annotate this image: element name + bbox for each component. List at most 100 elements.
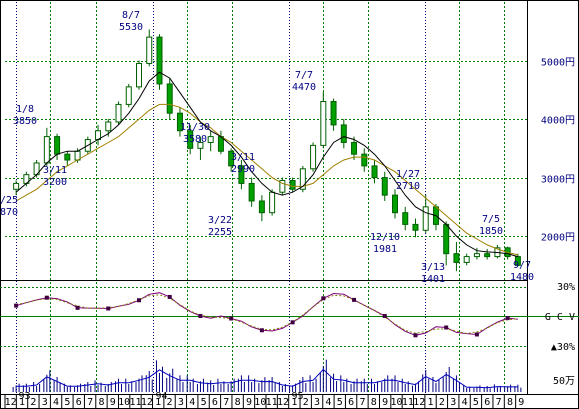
candle-up <box>13 182 20 190</box>
annotation-value: 2710 <box>396 181 420 192</box>
candle-up <box>136 62 142 88</box>
annotation-value: 1401 <box>421 274 445 285</box>
annotation-date: 9/7 <box>513 260 531 271</box>
month-label: 8 <box>371 397 377 408</box>
candle-down <box>238 165 245 184</box>
month-label: 7 <box>496 397 502 408</box>
year-mark: 95 <box>292 391 304 402</box>
candle-down <box>166 83 173 114</box>
month-label: 7 <box>87 397 93 408</box>
candle-down <box>156 36 163 85</box>
candle-up <box>299 168 306 190</box>
candle-down <box>248 182 255 202</box>
price-tick-label: 4000円 <box>541 116 575 127</box>
month-label: 12 <box>413 397 425 408</box>
annotation-value: 4470 <box>292 82 316 93</box>
month-label: 1 <box>291 397 297 408</box>
candle-down <box>64 153 71 161</box>
candle-up <box>279 180 286 193</box>
year-mark: 94 <box>156 391 168 402</box>
month-label: 4 <box>325 397 331 408</box>
moving-average-short <box>15 71 519 258</box>
month-label: 4 <box>189 397 195 408</box>
candle-up <box>125 86 132 105</box>
price-tick-label: 5000円 <box>541 58 575 69</box>
month-label: 9 <box>382 397 388 408</box>
month-label: 2 <box>439 397 445 408</box>
candle-down <box>392 194 398 214</box>
month-label: 9 <box>518 397 524 408</box>
oscillator-marker <box>321 296 326 301</box>
candle-up <box>146 36 153 64</box>
annotation-value: 3850 <box>13 116 37 127</box>
candle-down <box>289 180 296 190</box>
osc-upper-label: 30% <box>557 282 575 293</box>
annotation-date: 7/25 <box>0 195 18 206</box>
annotation-value: 3200 <box>43 177 67 188</box>
month-label: 12 <box>141 397 153 408</box>
month-label: 4 <box>53 397 59 408</box>
candle-up <box>310 144 317 170</box>
month-label: 1 <box>19 397 25 408</box>
candle-up <box>43 136 50 164</box>
oscillator-marker <box>167 294 172 299</box>
month-label: 8 <box>98 397 104 408</box>
month-label: 9 <box>246 397 252 408</box>
annotation-date: 11/30 <box>180 122 210 133</box>
month-label: 12 <box>5 397 17 408</box>
moving-average-long <box>15 103 519 256</box>
month-label: 2 <box>167 397 173 408</box>
month-label: 12 <box>277 397 289 408</box>
month-label: 5 <box>337 397 343 408</box>
month-label: 8 <box>235 397 241 408</box>
oscillator-marker <box>352 297 357 302</box>
candle-down <box>443 223 450 255</box>
oscillator-marker <box>44 295 49 300</box>
oscillator-marker <box>259 328 264 333</box>
candle-down <box>340 124 347 143</box>
month-label: 10 <box>254 397 266 408</box>
candle-down <box>217 136 224 152</box>
price-tick-label: 3000円 <box>541 175 575 186</box>
annotation-date: 8/7 <box>122 10 140 21</box>
month-label: 6 <box>348 397 354 408</box>
month-label: 5 <box>473 397 479 408</box>
annotation-date: 7/5 <box>482 214 500 225</box>
candle-up <box>105 121 112 132</box>
month-label: 1 <box>428 397 434 408</box>
month-label: 6 <box>484 397 490 408</box>
month-label: 8 <box>507 397 513 408</box>
month-label: 1 <box>155 397 161 408</box>
month-label: 3 <box>314 397 320 408</box>
month-label: 5 <box>64 397 70 408</box>
candle-down <box>176 112 183 132</box>
candle-down <box>258 200 265 214</box>
candle-down <box>351 141 358 155</box>
annotation-value: 1981 <box>373 244 397 255</box>
oscillator-marker <box>106 306 111 311</box>
annotation-date: 3/22 <box>208 215 232 226</box>
candle-up <box>422 206 429 231</box>
annotation-date: 3/11 <box>231 152 255 163</box>
month-label: 4 <box>462 397 468 408</box>
oscillator-marker <box>444 325 449 330</box>
annotation-value: 2990 <box>231 164 255 175</box>
osc-lower-label: ▲30% <box>551 342 575 353</box>
candle-up <box>473 253 480 258</box>
annotation-value: 1850 <box>479 226 503 237</box>
oscillator-marker <box>137 298 141 303</box>
month-label: 3 <box>42 397 48 408</box>
candle-down <box>402 212 409 225</box>
candle-down <box>484 253 491 258</box>
candle-down <box>330 100 337 126</box>
oscillator-marker <box>382 314 387 318</box>
oscillator-marker <box>14 303 19 308</box>
annotation-date: 3/13 <box>421 262 445 273</box>
month-label: 11 <box>266 397 278 408</box>
oscillator-marker <box>198 314 203 318</box>
candle-down <box>453 253 460 263</box>
year-mark: 93 <box>19 391 31 402</box>
annotation-value: 2255 <box>208 227 232 238</box>
month-label: 2 <box>303 397 309 408</box>
